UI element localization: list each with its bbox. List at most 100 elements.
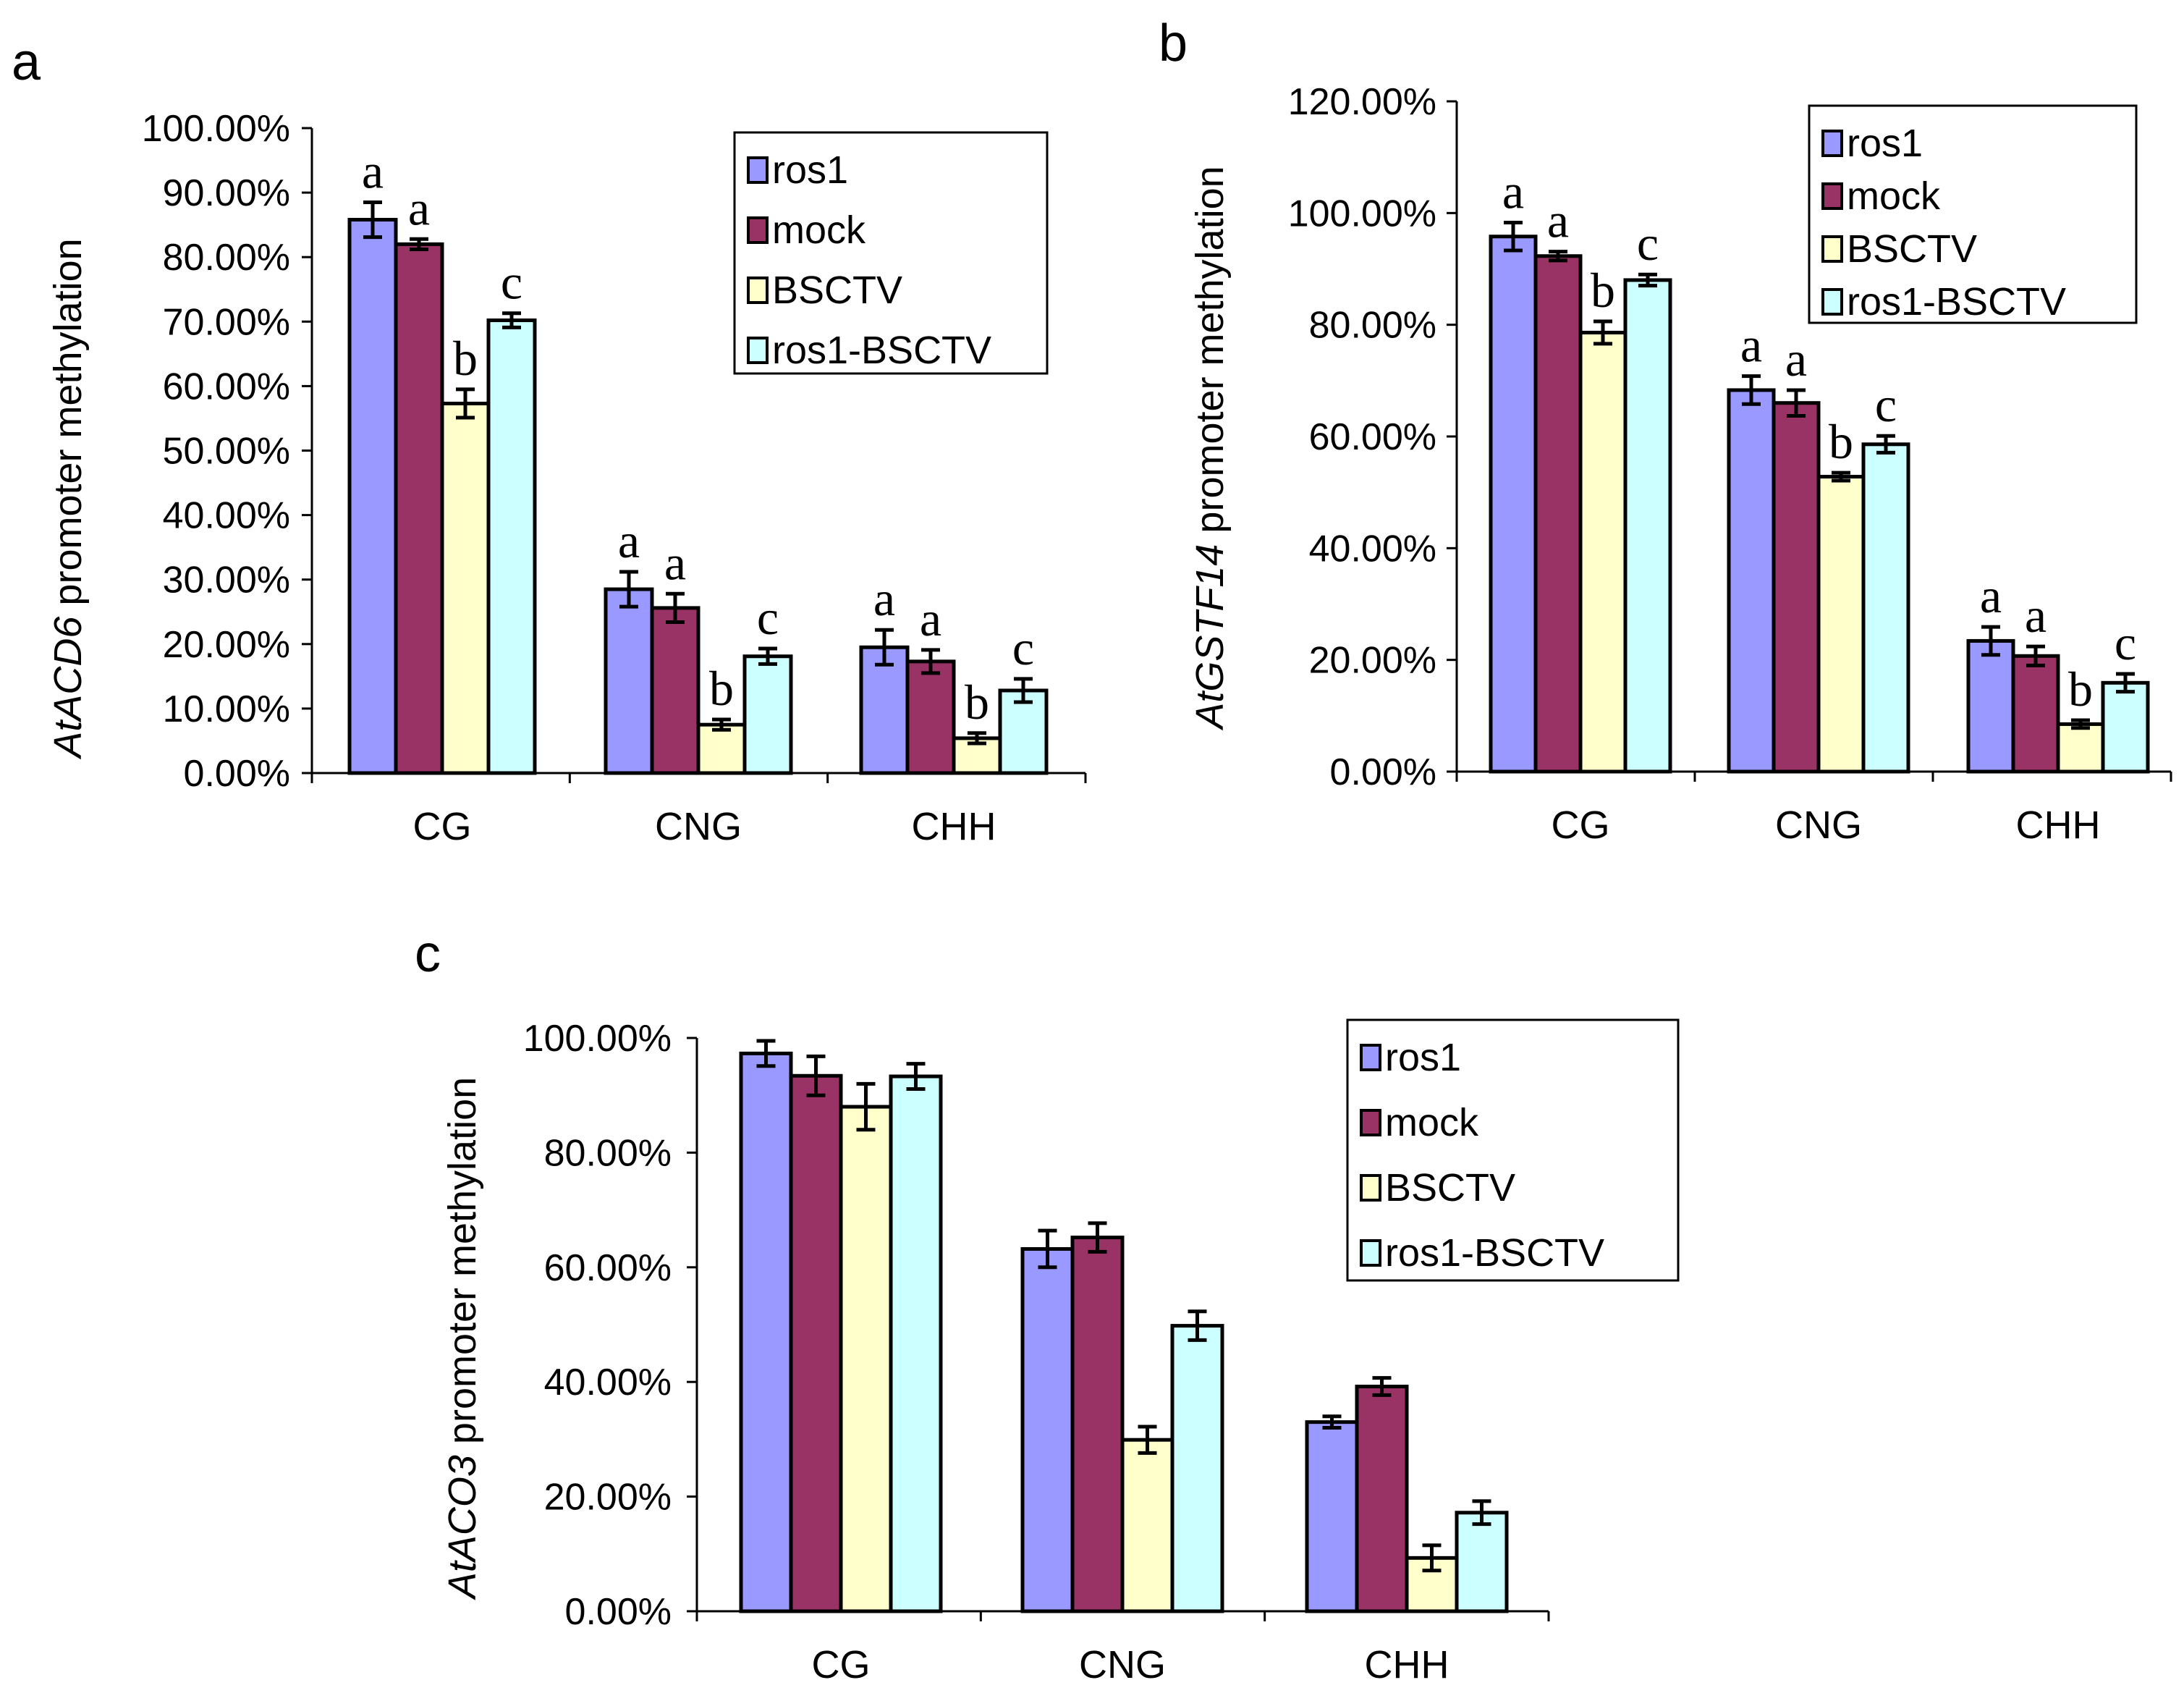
legend-label-c-bsctv: BSCTV [1385,1166,1515,1210]
y-tick-label-a-8: 80.00% [163,237,290,279]
y-tick-label-b-6: 120.00% [1288,81,1436,123]
bar-a-cng-ros1-bsctv [742,654,793,775]
legend-swatch-b-ros1 [1821,130,1843,157]
sig-letter-b-cng-mock: a [1785,332,1807,387]
sig-letter-b-chh-ros1-bsctv: c [2115,615,2136,670]
bar-c-chh-mock [1355,1385,1409,1613]
legend-label-c-ros1-bsctv: ros1-BSCTV [1385,1231,1604,1275]
ylabel-b-rest: promoter methylation [1188,166,1232,544]
y-tick-label-a-10: 100.00% [142,108,290,150]
x-category-label-c-cg: CG [812,1643,871,1687]
bar-c-cg-mock [789,1073,843,1613]
legend-swatch-b-mock [1821,182,1843,210]
bar-a-chh-mock [905,659,956,775]
legend-label-c-ros1: ros1 [1385,1036,1461,1079]
x-category-label-a-chh: CHH [912,805,996,848]
ylabel-c-rest: promoter methylation [441,1077,484,1455]
sig-letter-b-cng-bsctv: b [1829,414,1853,469]
y-tick-label-a-4: 40.00% [163,495,290,537]
panel-letter-c: c [415,925,441,983]
y-tick-label-a-5: 50.00% [163,431,290,473]
legend-label-b-bsctv: BSCTV [1847,227,1977,271]
panel-letter-a: a [12,33,41,91]
bar-b-cng-ros1-bsctv [1861,442,1910,774]
legend-label-b-ros1-bsctv: ros1-BSCTV [1847,280,2066,324]
legend-box-b [1808,104,2138,324]
sig-letter-b-cng-ros1-bsctv: c [1875,377,1897,432]
sig-letter-a-cng-bsctv: b [709,661,734,716]
sig-letter-a-chh-bsctv: b [965,675,989,730]
sig-letter-a-cg-ros1-bsctv: c [501,255,522,310]
y-tick-label-a-6: 60.00% [163,366,290,408]
legend-swatch-a-bsctv [747,277,769,304]
bar-b-chh-ros1 [1966,638,2015,774]
ylabel-c-gene: AtACO3 [441,1455,484,1600]
chart-panel-a: 0.00% 10.00% 20.00% 30.00% 40.00% 50.00% 60.00… [142,108,1087,848]
bar-b-cng-bsctv [1816,475,1866,774]
y-tick-label-a-1: 10.00% [163,688,290,730]
legend-swatch-c-ros1 [1360,1044,1381,1071]
legend-label-a-ros1: ros1 [772,148,848,192]
sig-letter-b-cg-mock: a [1547,193,1569,248]
y-tick-label-c-2: 40.00% [544,1362,672,1404]
x-category-label-b-cng: CNG [1775,803,1862,847]
legend-label-b-mock: mock [1847,174,1941,218]
x-category-label-c-chh: CHH [1365,1643,1449,1687]
legend-label-a-bsctv: BSCTV [772,269,902,312]
bar-a-cng-bsctv [696,722,747,775]
bar-c-cg-ros1 [739,1051,793,1613]
y-tick-label-b-2: 40.00% [1309,528,1436,570]
bar-b-chh-ros1-bsctv [2101,680,2150,774]
x-category-label-b-chh: CHH [2016,803,2101,847]
y-tick-label-a-2: 20.00% [163,624,290,666]
y-tick-label-a-0: 0.00% [184,753,290,795]
ylabel-b: AtGSTF14 promoter methylation [1188,166,1232,730]
sig-letter-b-cg-ros1-bsctv: c [1637,216,1659,271]
x-category-label-c-cng: CNG [1079,1643,1166,1687]
sig-letter-b-chh-bsctv: b [2068,662,2093,717]
bar-a-chh-ros1-bsctv [998,688,1049,775]
bar-a-cng-ros1 [604,587,654,775]
sig-letter-b-cng-ros1: a [1740,318,1762,373]
legend-label-c-mock: mock [1385,1101,1479,1144]
y-tick-label-a-3: 30.00% [163,560,290,602]
legend-label-b-ros1: ros1 [1847,122,1923,165]
sig-letter-a-cg-mock: a [408,180,430,235]
sig-letter-b-cg-bsctv: b [1591,263,1615,318]
x-category-label-a-cg: CG [413,805,472,848]
sig-letter-b-chh-mock: a [2025,588,2047,643]
x-category-label-a-cng: CNG [655,805,742,848]
y-tick-label-c-0: 0.00% [565,1591,672,1633]
bar-c-cng-bsctv [1120,1438,1174,1613]
sig-letter-a-chh-ros1-bsctv: c [1012,620,1034,675]
x-category-label-b-cg: CG [1552,803,1610,847]
sig-letter-a-cng-ros1: a [618,513,640,568]
bar-c-cng-ros1 [1020,1246,1075,1613]
y-tick-label-c-1: 20.00% [544,1477,672,1519]
legend-swatch-c-bsctv [1360,1174,1381,1202]
y-tick-label-b-1: 20.00% [1309,640,1436,682]
legend-label-a-mock: mock [772,208,866,252]
sig-letter-b-chh-ros1: a [1980,568,2002,623]
chart-panel-c: 0.00% 20.00% 40.00% 60.00% 80.00% 100.00% CG CN… [523,1018,1680,1687]
y-tick-label-c-4: 80.00% [544,1132,672,1174]
legend-swatch-a-ros1 [747,156,769,184]
bar-b-cng-mock [1772,401,1821,774]
sig-letter-a-cng-ros1-bsctv: c [757,590,779,645]
bar-b-cg-ros1-bsctv [1623,278,1672,774]
chart-panel-b: 0.00% 20.00% 40.00% 60.00% 80.00% 100.00% 120.… [1288,81,2172,847]
sig-letter-a-chh-mock: a [920,591,941,646]
bar-b-chh-bsctv [2056,722,2105,774]
bar-a-cg-mock [394,242,444,775]
bar-c-chh-ros1-bsctv [1455,1511,1509,1613]
bar-b-chh-mock [2011,654,2060,774]
bar-c-cg-bsctv [839,1105,893,1613]
bar-b-cg-bsctv [1578,330,1628,774]
y-tick-label-b-5: 100.00% [1288,193,1436,235]
bar-b-cg-ros1 [1489,235,1538,774]
legend-swatch-a-ros1-bsctv [747,337,769,364]
y-tick-label-b-0: 0.00% [1330,751,1436,793]
legend-swatch-c-ros1-bsctv [1360,1239,1381,1267]
legend-box-c [1346,1018,1680,1282]
